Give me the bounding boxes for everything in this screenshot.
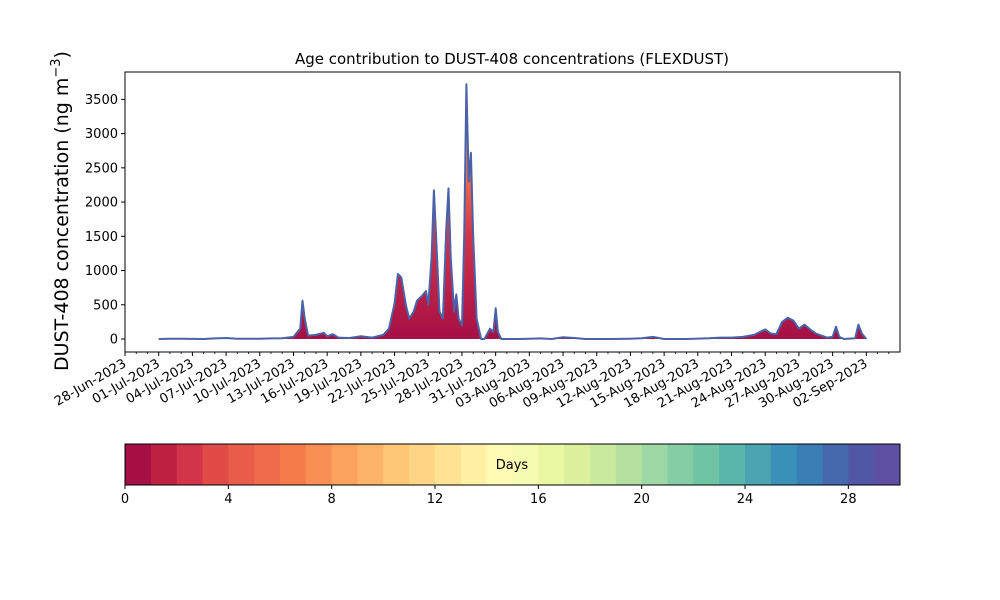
colorbar-swatch [202,444,229,485]
colorbar-swatch [331,444,358,485]
colorbar-swatch [667,444,694,485]
colorbar-swatch [848,444,875,485]
colorbar-label: Days [496,458,529,473]
colorbar [125,444,901,485]
colorbar-swatch [538,444,565,485]
colorbar-swatch [254,444,281,485]
colorbar-swatch [796,444,823,485]
colorbar-tick-label: 16 [530,492,547,507]
colorbar-swatch [745,444,772,485]
age-contribution-area [158,84,867,339]
y-tick-label: 500 [93,298,118,313]
colorbar-swatch [770,444,798,485]
y-tick-label: 3500 [85,93,118,108]
y-axis-ticks: 0 500 1000 1500 2000 2500 3000 3500 [85,93,125,347]
y-axis-label-main: DUST-408 concentration (ng m [51,78,73,371]
colorbar-swatch [719,444,746,485]
colorbar-swatch [512,444,539,485]
colorbar-tick-label: 4 [224,492,232,507]
y-axis-label: DUST-408 concentration (ng m−3) [49,51,73,371]
chart-title: Age contribution to DUST-408 concentrati… [295,50,729,68]
colorbar-tick-label: 12 [427,492,444,507]
colorbar-swatch [125,444,152,485]
colorbar-tick-label: 8 [328,492,336,507]
y-tick-label: 2500 [85,161,118,176]
colorbar-swatch [486,444,513,485]
colorbar-swatch [615,444,643,485]
colorbar-swatch [409,444,436,485]
colorbar-ticks: 0 4 8 12 16 20 24 28 [121,485,857,507]
colorbar-swatch [460,444,488,485]
plot-frame [124,71,901,353]
colorbar-swatch [150,444,178,485]
colorbar-swatch [564,444,591,485]
colorbar-tick-label: 0 [121,492,129,507]
area-layer [158,83,868,340]
colorbar-swatch [357,444,384,485]
y-tick-label: 3000 [85,127,118,142]
colorbar-swatch [590,444,617,485]
colorbar-swatch [228,444,255,485]
colorbar-swatch [176,444,203,485]
colorbar-tick-label: 28 [840,492,857,507]
y-tick-label: 0 [110,332,118,347]
colorbar-swatch [641,444,668,485]
y-axis-label-sup: −3 [49,58,64,77]
colorbar-frame [124,443,901,486]
y-tick-label: 1000 [85,264,118,279]
colorbar-swatch [280,444,307,485]
colorbar-swatch [383,444,410,485]
colorbar-swatch [874,444,901,485]
total-concentration-line [158,83,868,340]
y-tick-label: 1500 [85,230,118,245]
colorbar-tick-label: 20 [633,492,650,507]
colorbar-tick-label: 24 [737,492,754,507]
colorbar-swatch [693,444,720,485]
y-tick-label: 2000 [85,196,118,211]
colorbar-swatch [435,444,462,485]
x-axis-ticks: 28-Jun-202301-Jul-202304-Jul-202307-Jul-… [52,352,890,412]
colorbar-swatch [822,444,849,485]
colorbar-swatch [305,444,333,485]
y-axis-label-close: ) [51,51,73,58]
